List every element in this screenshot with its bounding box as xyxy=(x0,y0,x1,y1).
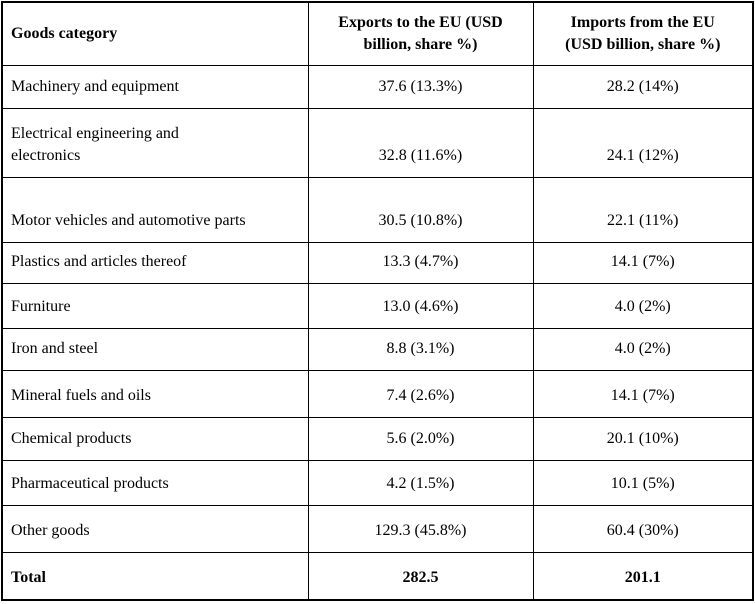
table-row-other-goods: Other goods 129.3 (45.8%) 60.4 (30%) xyxy=(1,504,754,553)
table-body: Machinery and equipment 37.6 (13.3%) 28.… xyxy=(1,64,754,601)
table-row-plastics: Plastics and articles thereof 13.3 (4.7%… xyxy=(1,241,754,284)
category-cell: Other goods xyxy=(1,504,309,553)
exports-cell: 13.0 (4.6%) xyxy=(307,282,534,329)
exports-cell: 4.2 (1.5%) xyxy=(307,459,534,506)
table-row-chemical: Chemical products 5.6 (2.0%) 20.1 (10%) xyxy=(1,416,754,461)
total-exports-cell: 282.5 xyxy=(307,551,534,601)
imports-cell: 4.0 (2%) xyxy=(532,282,754,329)
column-header-goods-category: Goods category xyxy=(1,1,309,66)
category-cell: Motor vehicles and automotive parts xyxy=(1,176,309,243)
exports-cell: 129.3 (45.8%) xyxy=(307,504,534,553)
category-cell: Plastics and articles thereof xyxy=(1,241,309,284)
table-row-pharmaceutical: Pharmaceutical products 4.2 (1.5%) 10.1 … xyxy=(1,459,754,506)
table-row-motor-vehicles: Motor vehicles and automotive parts 30.5… xyxy=(1,176,754,243)
imports-cell: 14.1 (7%) xyxy=(532,369,754,418)
exports-cell: 37.6 (13.3%) xyxy=(307,64,534,109)
total-imports-cell: 201.1 xyxy=(532,551,754,601)
column-header-label-line1: Exports to the EU (USD xyxy=(338,13,503,31)
table-header: Goods category Exports to the EU (USD bi… xyxy=(1,1,754,66)
column-header-label-line2: billion, share %) xyxy=(363,35,478,53)
imports-cell: 10.1 (5%) xyxy=(532,459,754,506)
category-cell: Electrical engineering and electronics xyxy=(1,107,309,178)
exports-cell: 8.8 (3.1%) xyxy=(307,327,534,371)
column-header-label-line2: (USD billion, share %) xyxy=(565,35,721,53)
table-row-iron-steel: Iron and steel 8.8 (3.1%) 4.0 (2%) xyxy=(1,327,754,371)
header-row: Goods category Exports to the EU (USD bi… xyxy=(1,1,754,66)
column-header-label: Goods category xyxy=(11,24,118,42)
category-cell: Iron and steel xyxy=(1,327,309,371)
imports-cell: 22.1 (11%) xyxy=(532,176,754,243)
imports-cell: 28.2 (14%) xyxy=(532,64,754,109)
exports-cell: 13.3 (4.7%) xyxy=(307,241,534,284)
table-row-total: Total 282.5 201.1 xyxy=(1,551,754,601)
category-cell: Furniture xyxy=(1,282,309,329)
column-header-exports: Exports to the EU (USD billion, share %) xyxy=(307,1,534,66)
imports-cell: 14.1 (7%) xyxy=(532,241,754,284)
table-row-electrical: Electrical engineering and electronics 3… xyxy=(1,107,754,178)
imports-cell: 20.1 (10%) xyxy=(532,416,754,461)
exports-cell: 30.5 (10.8%) xyxy=(307,176,534,243)
category-cell: Machinery and equipment xyxy=(1,64,309,109)
column-header-label-line1: Imports from the EU xyxy=(570,13,715,31)
table-row-mineral-fuels: Mineral fuels and oils 7.4 (2.6%) 14.1 (… xyxy=(1,369,754,418)
column-header-imports: Imports from the EU (USD billion, share … xyxy=(532,1,754,66)
imports-cell: 24.1 (12%) xyxy=(532,107,754,178)
total-label-cell: Total xyxy=(1,551,309,601)
category-cell: Mineral fuels and oils xyxy=(1,369,309,418)
category-cell: Pharmaceutical products xyxy=(1,459,309,506)
exports-cell: 5.6 (2.0%) xyxy=(307,416,534,461)
exports-cell: 7.4 (2.6%) xyxy=(307,369,534,418)
table-row-machinery: Machinery and equipment 37.6 (13.3%) 28.… xyxy=(1,64,754,109)
imports-cell: 4.0 (2%) xyxy=(532,327,754,371)
imports-cell: 60.4 (30%) xyxy=(532,504,754,553)
exports-cell: 32.8 (11.6%) xyxy=(307,107,534,178)
table-row-furniture: Furniture 13.0 (4.6%) 4.0 (2%) xyxy=(1,282,754,329)
category-cell: Chemical products xyxy=(1,416,309,461)
